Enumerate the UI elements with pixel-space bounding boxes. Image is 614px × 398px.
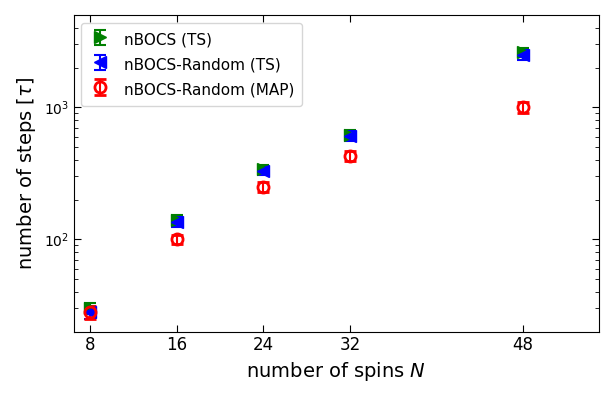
Y-axis label: number of steps $[\tau]$: number of steps $[\tau]$	[15, 77, 38, 270]
X-axis label: number of spins $N$: number of spins $N$	[246, 360, 426, 383]
Legend: nBOCS (TS), nBOCS-Random (TS), nBOCS-Random (MAP): nBOCS (TS), nBOCS-Random (TS), nBOCS-Ran…	[81, 23, 302, 106]
